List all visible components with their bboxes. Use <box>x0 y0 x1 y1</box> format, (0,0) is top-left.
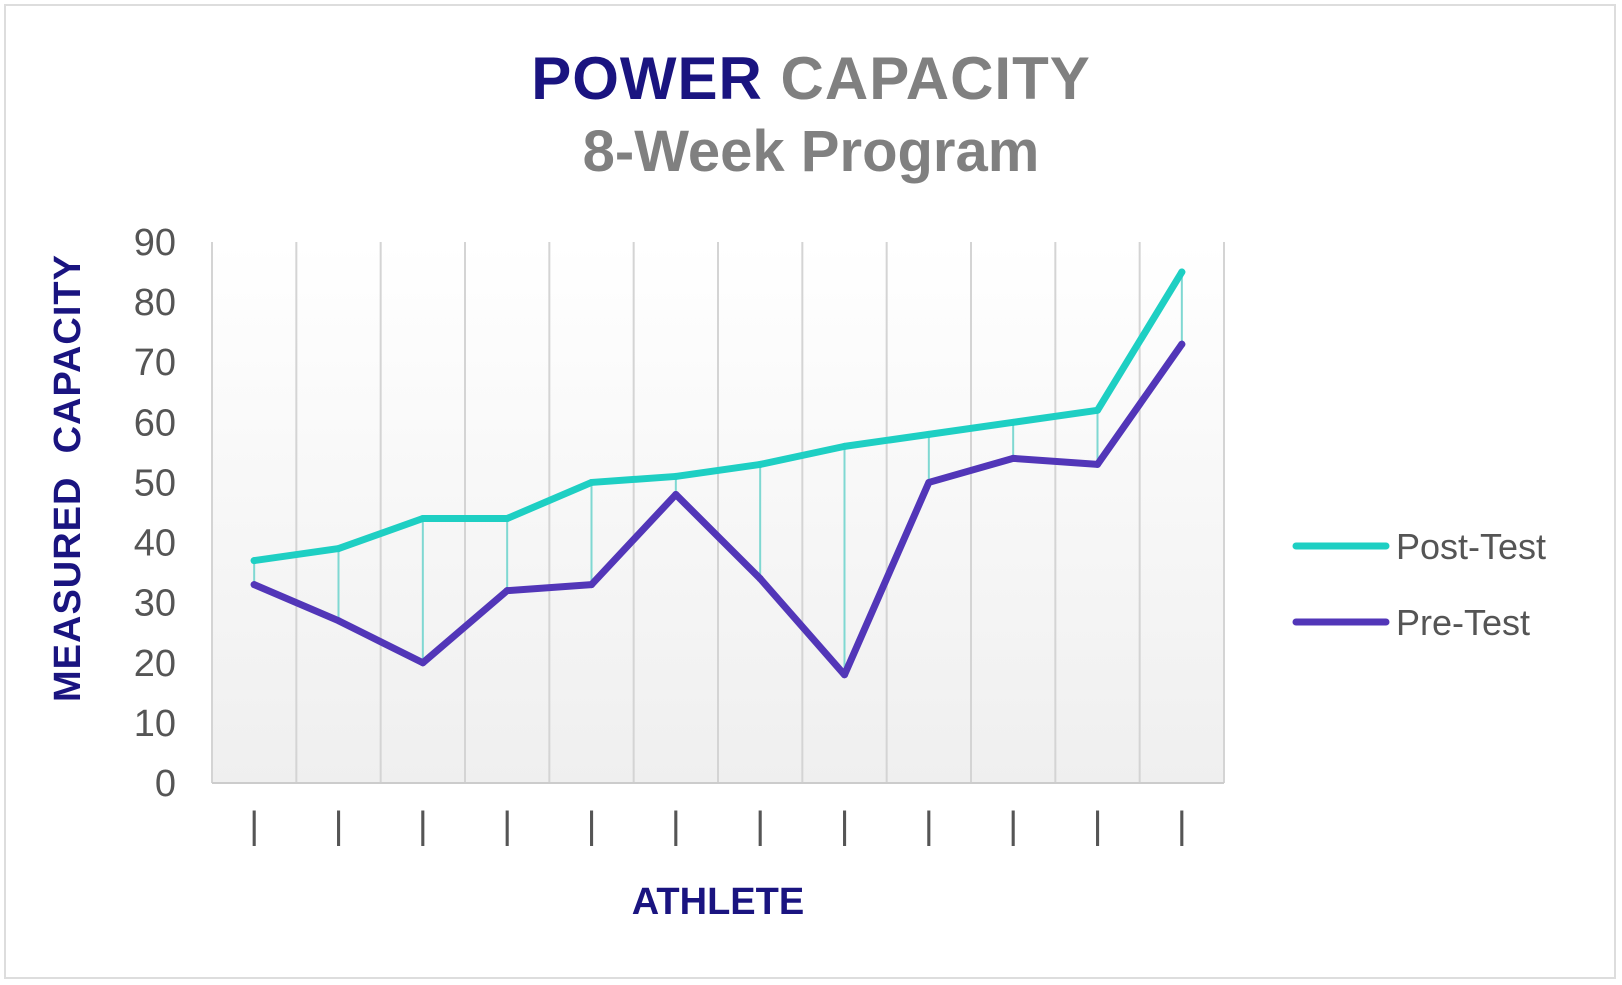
pre-test-point <box>503 587 511 595</box>
post-test-point <box>588 478 595 486</box>
chart-subtitle: 8-Week Program <box>582 119 1040 184</box>
x-tick-label: | <box>334 805 344 847</box>
x-tick-label: | <box>755 805 765 847</box>
y-tick-label: 70 <box>134 342 176 384</box>
y-tick-label: 80 <box>134 282 176 324</box>
pre-test-point <box>588 581 595 589</box>
y-tick-label: 20 <box>134 643 176 685</box>
pre-test-point <box>1178 340 1186 348</box>
post-test-point <box>419 515 427 523</box>
pre-test-point <box>1094 460 1101 468</box>
x-tick-label: | <box>249 805 259 847</box>
pre-test-point <box>756 575 764 583</box>
pre-test-point <box>419 659 427 667</box>
post-test-point <box>503 515 511 523</box>
post-test-point <box>1178 268 1186 276</box>
x-tick-label: | <box>502 805 512 847</box>
y-tick-label: 30 <box>134 583 176 625</box>
legend-label-post-test: Post-Test <box>1396 526 1546 567</box>
post-test-point <box>672 472 680 480</box>
y-tick-label: 0 <box>155 763 176 805</box>
x-tick-label: | <box>1177 805 1187 847</box>
pre-test-point <box>672 490 680 498</box>
x-tick-label: | <box>671 805 681 847</box>
post-test-series-line <box>250 268 1186 565</box>
y-axis-label: MEASURED CAPACITY <box>47 254 89 702</box>
post-test-point <box>841 442 848 450</box>
post-test-point <box>756 460 764 468</box>
pre-test-point <box>841 671 848 679</box>
post-test-point <box>1009 418 1017 426</box>
x-tick-label: | <box>840 805 850 847</box>
x-tick-label: | <box>1093 805 1103 847</box>
post-test-point <box>250 557 258 565</box>
title-word-capacity: CAPACITY <box>780 45 1091 112</box>
pre-test-point <box>250 581 258 589</box>
post-test-point <box>335 545 342 553</box>
post-test-point <box>1094 406 1101 414</box>
chart-title: POWER CAPACITY <box>0 44 1622 113</box>
x-tick-label: | <box>418 805 428 847</box>
x-axis-label: ATHLETE <box>632 881 804 923</box>
title-word-power: POWER <box>531 45 763 112</box>
post-test-point <box>925 430 933 438</box>
pre-test-point <box>925 478 933 486</box>
x-tick-label: | <box>924 805 934 847</box>
x-tick-label: | <box>1008 805 1018 847</box>
pre-test-point <box>1009 454 1017 462</box>
y-tick-label: 50 <box>134 462 176 504</box>
legend-label-pre-test: Pre-Test <box>1396 602 1530 643</box>
y-tick-label: 90 <box>134 222 176 264</box>
y-tick-label: 10 <box>134 703 176 745</box>
pre-test-series-line <box>250 340 1186 679</box>
y-tick-label: 60 <box>134 402 176 444</box>
x-tick-label: | <box>587 805 597 847</box>
pre-test-point <box>335 617 342 625</box>
y-tick-label: 40 <box>134 523 176 565</box>
